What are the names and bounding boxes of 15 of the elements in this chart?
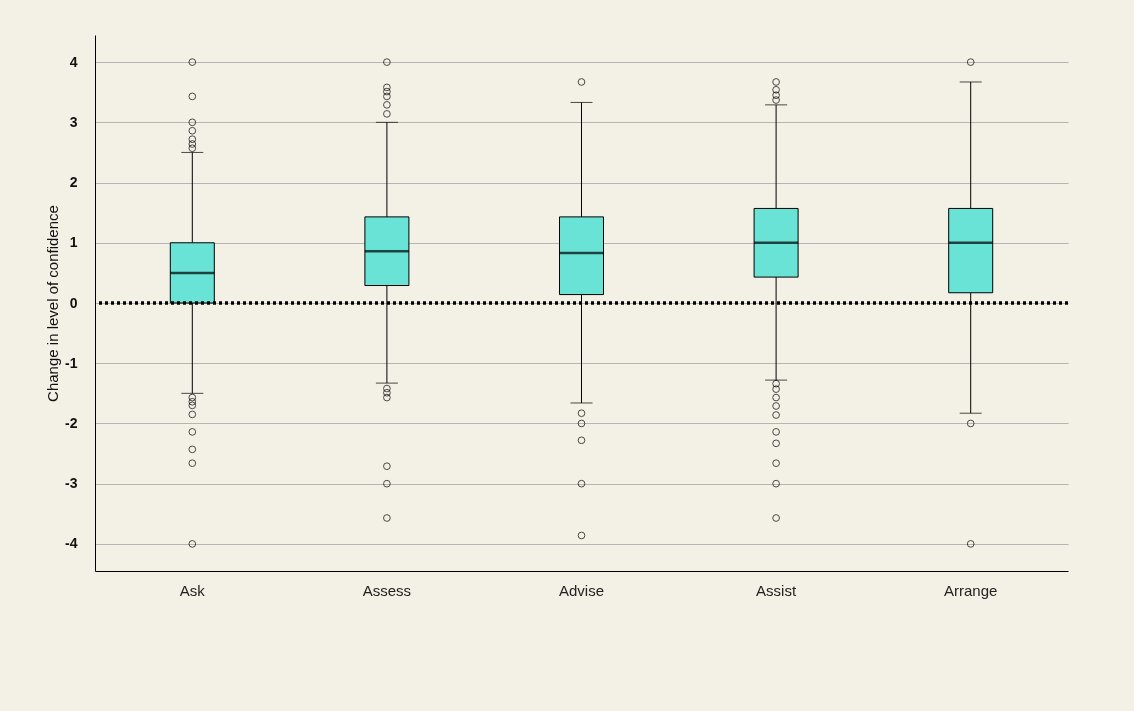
y-tick-label: 2 [69,174,78,191]
y-tick-label: 0 [69,294,78,311]
x-tick-label: Assist [756,581,797,599]
x-tick-label: Assess [362,581,412,599]
x-tick-label: Arrange [944,581,998,599]
y-tick-label: -4 [65,535,78,552]
y-tick-label: -3 [65,475,78,492]
x-tick-label: Advise [558,581,605,599]
y-tick-label: -1 [65,354,78,371]
y-axis-title: Change in level of confidence [44,205,62,402]
y-tick-label: -2 [65,414,78,431]
y-tick-label: 3 [69,113,78,130]
x-tick-label: Ask [179,581,206,599]
y-tick-label: 1 [69,234,78,251]
y-tick-label: 4 [69,53,78,70]
